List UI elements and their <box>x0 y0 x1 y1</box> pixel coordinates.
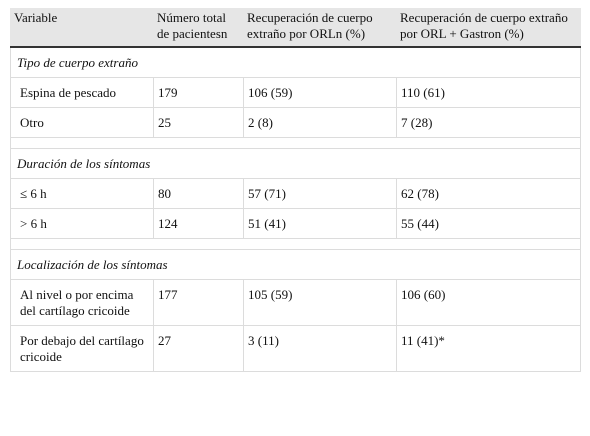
cell: 7 (28) <box>396 107 581 138</box>
cell: 27 <box>153 325 244 372</box>
cell: 2 (8) <box>243 107 397 138</box>
cell: Al nivel o por encima del cartílago cric… <box>10 279 154 326</box>
cell: 55 (44) <box>396 208 581 239</box>
section-title: Tipo de cuerpo extraño <box>10 46 581 78</box>
header-row: Variable Número total de pacientesn Recupe… <box>10 8 581 48</box>
cell: 106 (60) <box>396 279 581 326</box>
data-row: ≤ 6 h 80 57 (71) 62 (78) <box>10 178 581 209</box>
cell: Por debajo del cartílago cricoide <box>10 325 154 372</box>
header-cell: Recuperación de cuerpo extraño por ORL +… <box>396 8 581 48</box>
header-cell: Variable <box>10 8 154 48</box>
section-title: Localización de los síntomas <box>10 249 581 280</box>
section-title: Duración de los síntomas <box>10 148 581 179</box>
cell: 124 <box>153 208 244 239</box>
cell: 62 (78) <box>396 178 581 209</box>
cell: 177 <box>153 279 244 326</box>
spacer-row <box>10 238 581 250</box>
cell: 106 (59) <box>243 77 397 108</box>
header-cell: Número total de pacientesn <box>153 8 244 48</box>
data-row: Al nivel o por encima del cartílago cric… <box>10 279 581 326</box>
section-row: Localización de los síntomas <box>10 249 581 280</box>
header-cell: Recuperación de cuerpo extraño por ORLn … <box>243 8 397 48</box>
cell: 179 <box>153 77 244 108</box>
section-row: Duración de los síntomas <box>10 148 581 179</box>
cell: ≤ 6 h <box>10 178 154 209</box>
cell: 110 (61) <box>396 77 581 108</box>
cell: 25 <box>153 107 244 138</box>
table-body: Tipo de cuerpo extraño Espina de pescado 1… <box>10 46 581 372</box>
cell: 3 (11) <box>243 325 397 372</box>
spacer-cell <box>10 238 581 250</box>
data-table: Variable Número total de pacientesn Recupe… <box>10 8 581 372</box>
cell: > 6 h <box>10 208 154 239</box>
cell: 51 (41) <box>243 208 397 239</box>
data-row: > 6 h 124 51 (41) 55 (44) <box>10 208 581 239</box>
cell: Otro <box>10 107 154 138</box>
cell: 57 (71) <box>243 178 397 209</box>
data-row: Otro 25 2 (8) 7 (28) <box>10 107 581 138</box>
table-header: Variable Número total de pacientesn Recupe… <box>10 8 581 48</box>
spacer-cell <box>10 137 581 149</box>
cell: 80 <box>153 178 244 209</box>
cell: 11 (41)* <box>396 325 581 372</box>
cell: 105 (59) <box>243 279 397 326</box>
cell: Espina de pescado <box>10 77 154 108</box>
spacer-row <box>10 137 581 149</box>
data-row: Por debajo del cartílago cricoide 27 3 (11… <box>10 325 581 372</box>
section-row: Tipo de cuerpo extraño <box>10 46 581 78</box>
data-row: Espina de pescado 179 106 (59) 110 (61) <box>10 77 581 108</box>
